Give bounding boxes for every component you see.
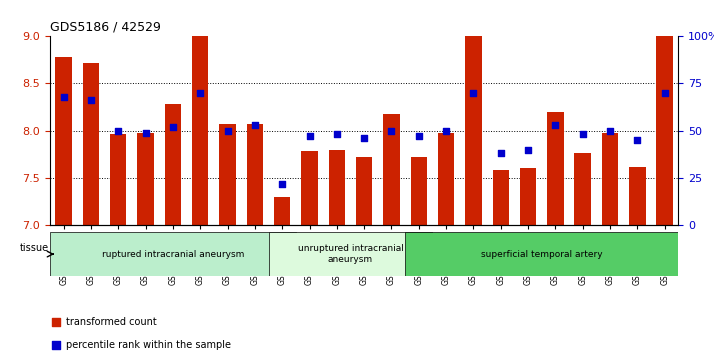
Point	[249, 122, 261, 128]
FancyBboxPatch shape	[405, 232, 678, 276]
Point	[416, 195, 427, 201]
Bar	[602, 132, 618, 225]
Bar	[83, 63, 99, 225]
Point	[495, 150, 506, 156]
Bar	[629, 167, 645, 225]
FancyBboxPatch shape	[268, 232, 433, 276]
Bar	[547, 112, 563, 225]
Point	[468, 90, 479, 96]
Bar	[356, 157, 372, 225]
Bar	[137, 132, 154, 225]
Bar	[438, 132, 454, 225]
Text: transformed count: transformed count	[66, 317, 156, 327]
Text: unruptured intracranial
aneurysm: unruptured intracranial aneurysm	[298, 244, 403, 264]
Bar	[383, 114, 400, 225]
Point	[331, 131, 343, 137]
Bar	[656, 36, 673, 225]
Point	[577, 131, 588, 137]
Point	[386, 128, 397, 134]
Point	[140, 130, 151, 135]
Point	[222, 128, 233, 134]
Point	[441, 128, 452, 134]
Bar	[493, 170, 509, 225]
Bar	[246, 124, 263, 225]
Point	[303, 134, 315, 139]
Text: GDS5186 / 42529: GDS5186 / 42529	[50, 21, 161, 34]
Bar	[301, 151, 318, 225]
Text: ruptured intracranial aneurysm: ruptured intracranial aneurysm	[101, 250, 244, 258]
Point	[167, 124, 178, 130]
Point	[632, 137, 643, 143]
Point	[85, 98, 96, 103]
Bar	[328, 150, 345, 225]
Bar	[575, 153, 591, 225]
Point	[113, 128, 124, 134]
Bar	[219, 124, 236, 225]
Point	[523, 147, 534, 152]
Bar	[165, 104, 181, 225]
Text: percentile rank within the sample: percentile rank within the sample	[66, 340, 231, 350]
Point	[413, 134, 425, 139]
Bar	[411, 157, 427, 225]
FancyBboxPatch shape	[50, 232, 296, 276]
Point	[58, 94, 69, 99]
Point	[358, 135, 370, 141]
Point	[659, 90, 670, 96]
Text: tissue: tissue	[19, 242, 49, 253]
Point	[550, 122, 561, 128]
Bar	[192, 36, 208, 225]
Point	[604, 128, 615, 134]
Bar	[56, 57, 72, 225]
Bar	[110, 134, 126, 225]
Bar	[274, 197, 291, 225]
Point	[194, 90, 206, 96]
Text: superficial temporal artery: superficial temporal artery	[481, 250, 603, 258]
Bar	[466, 36, 482, 225]
Bar	[520, 168, 536, 225]
Point	[276, 181, 288, 187]
